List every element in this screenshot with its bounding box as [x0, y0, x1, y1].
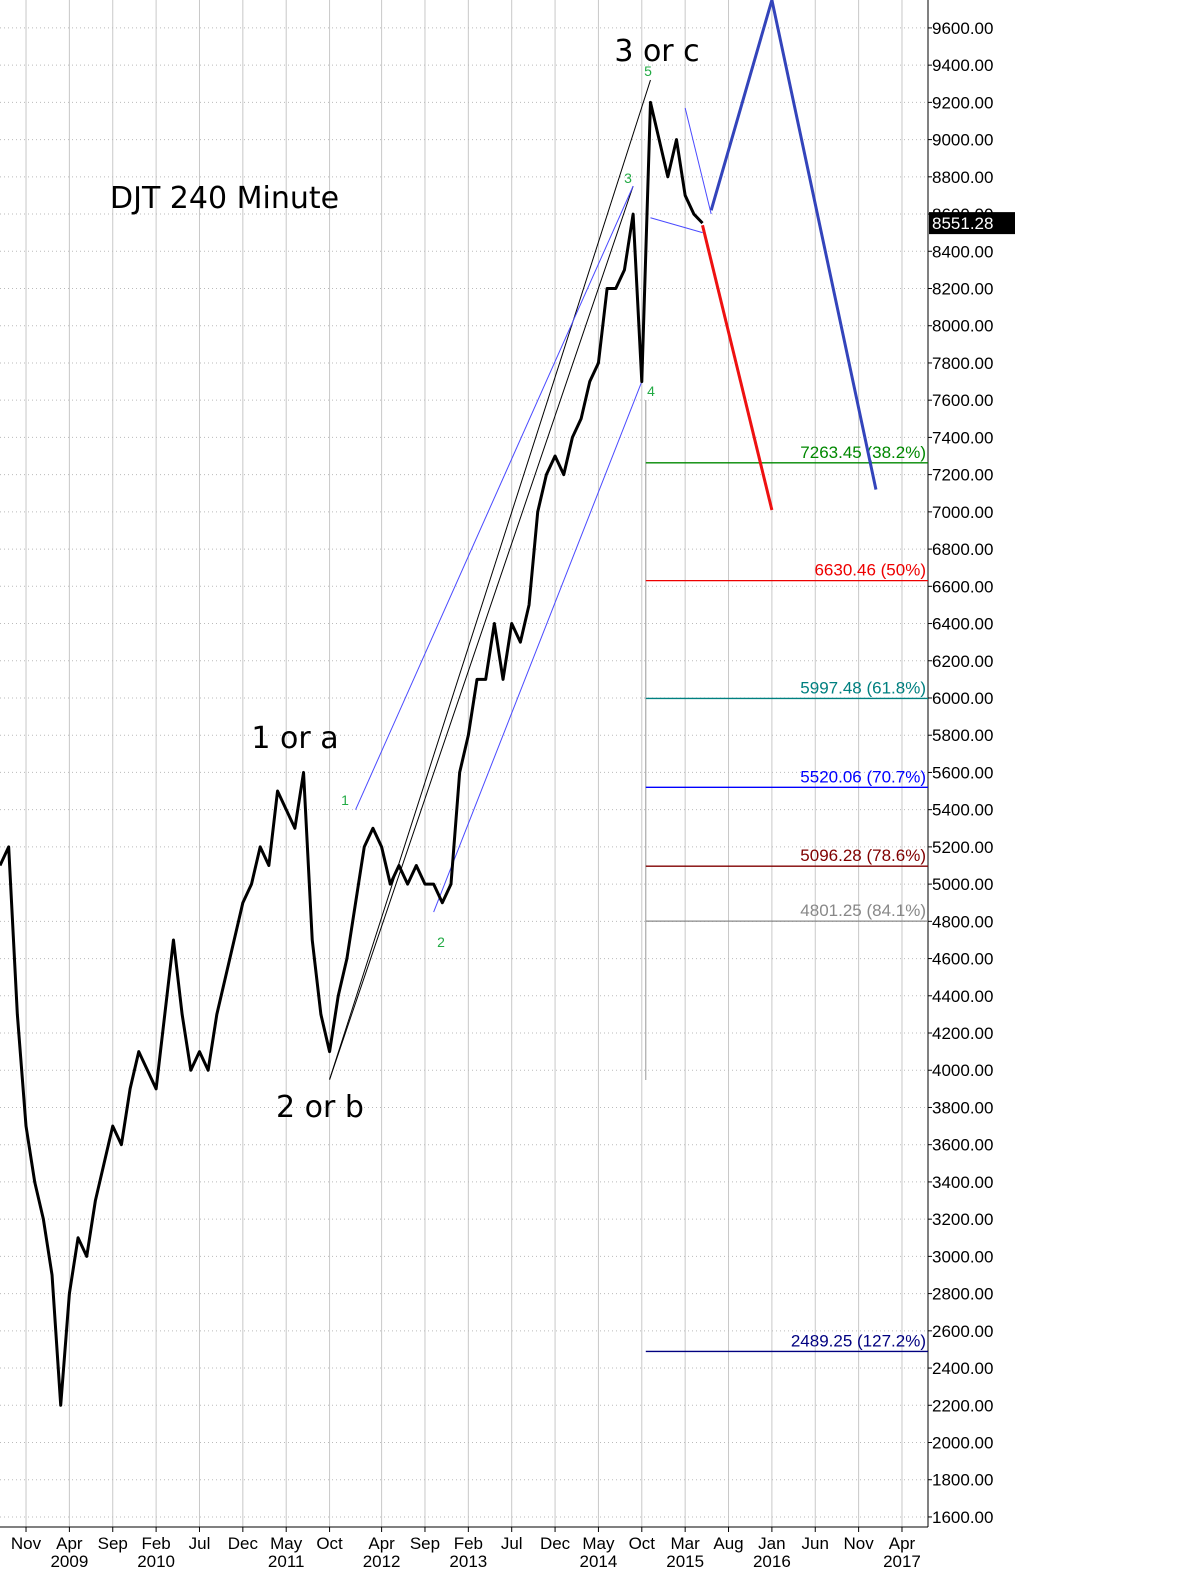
chart-title: DJT 240 Minute	[110, 181, 339, 216]
x-tick-label: Jun	[802, 1534, 829, 1553]
y-tick-label: 2000.00	[932, 1433, 993, 1452]
x-tick-label: Oct	[629, 1534, 656, 1553]
x-tick-label: Apr	[56, 1534, 83, 1553]
x-tick-label: Apr	[368, 1534, 395, 1553]
y-tick-label: 6200.00	[932, 652, 993, 671]
y-tick-label: 6800.00	[932, 540, 993, 559]
annotation: 3 or c	[614, 34, 699, 69]
y-tick-label: 9200.00	[932, 93, 993, 112]
x-tick-label: Sep	[98, 1534, 128, 1553]
x-tick-label: Dec	[228, 1534, 259, 1553]
x-tick-label: Mar	[671, 1534, 701, 1553]
x-tick-label: Nov	[843, 1534, 874, 1553]
year-label: 2017	[883, 1552, 921, 1571]
y-tick-label: 2800.00	[932, 1285, 993, 1304]
y-tick-label: 8200.00	[932, 279, 993, 298]
x-tick-label: Jul	[501, 1534, 523, 1553]
x-tick-label: Sep	[410, 1534, 440, 1553]
x-tick-label: Apr	[889, 1534, 916, 1553]
price-line	[0, 100, 704, 1407]
last-price-label: 8551.28	[932, 214, 993, 233]
fib-label: 5096.28 (78.6%)	[800, 846, 926, 865]
trendline	[650, 217, 703, 234]
annotation: 1 or a	[251, 721, 338, 756]
trendline	[329, 79, 651, 1080]
y-tick-label: 9000.00	[932, 131, 993, 150]
y-tick-label: 2600.00	[932, 1322, 993, 1341]
x-tick-label: Dec	[540, 1534, 571, 1553]
projection	[709, 0, 878, 490]
y-tick-label: 5200.00	[932, 838, 993, 857]
y-tick-label: 6400.00	[932, 615, 993, 634]
y-tick-label: 8400.00	[932, 242, 993, 261]
annotation: 2 or b	[276, 1090, 364, 1125]
year-label: 2014	[580, 1552, 618, 1571]
x-tick-label: Jul	[189, 1534, 211, 1553]
y-tick-label: 2400.00	[932, 1359, 993, 1378]
fib-label: 4801.25 (84.1%)	[800, 901, 926, 920]
y-tick-label: 5800.00	[932, 726, 993, 745]
y-tick-label: 7000.00	[932, 503, 993, 522]
y-tick-label: 1800.00	[932, 1471, 993, 1490]
trendline	[355, 185, 634, 810]
fib-label: 5520.06 (70.7%)	[800, 767, 926, 786]
y-tick-label: 1600.00	[932, 1508, 993, 1527]
wave-label: 2	[437, 934, 445, 950]
y-tick-label: 7200.00	[932, 466, 993, 485]
fib-label: 2489.25 (127.2%)	[791, 1331, 926, 1350]
wave-label: 5	[644, 63, 652, 79]
year-label: 2016	[753, 1552, 791, 1571]
year-label: 2010	[137, 1552, 175, 1571]
y-tick-label: 9400.00	[932, 56, 993, 75]
y-tick-label: 6000.00	[932, 689, 993, 708]
fib-label: 7263.45 (38.2%)	[800, 443, 926, 462]
x-tick-label: Feb	[141, 1534, 170, 1553]
y-tick-label: 7800.00	[932, 354, 993, 373]
trendline	[329, 185, 634, 1080]
year-label: 2012	[363, 1552, 401, 1571]
y-tick-label: 5400.00	[932, 801, 993, 820]
year-label: 2009	[50, 1552, 88, 1571]
y-tick-label: 4600.00	[932, 950, 993, 969]
x-tick-label: Feb	[454, 1534, 483, 1553]
y-tick-label: 7600.00	[932, 391, 993, 410]
y-tick-label: 3000.00	[932, 1247, 993, 1266]
year-label: 2011	[268, 1552, 305, 1571]
y-tick-label: 3600.00	[932, 1136, 993, 1155]
last-price-box	[929, 212, 1015, 235]
y-tick-label: 5600.00	[932, 763, 993, 782]
year-label: 2013	[449, 1552, 487, 1571]
x-tick-label: Aug	[713, 1534, 743, 1553]
x-tick-label: Jan	[758, 1534, 785, 1553]
y-tick-label: 3800.00	[932, 1098, 993, 1117]
x-tick-label: May	[582, 1534, 615, 1553]
x-tick-label: Nov	[11, 1534, 42, 1553]
y-tick-label: 2200.00	[932, 1396, 993, 1415]
y-tick-label: 4200.00	[932, 1024, 993, 1043]
y-tick-label: 4400.00	[932, 987, 993, 1006]
y-tick-label: 6600.00	[932, 577, 993, 596]
fib-label: 6630.46 (50%)	[814, 561, 926, 580]
x-tick-label: Oct	[316, 1534, 343, 1553]
fib-label: 5997.48 (61.8%)	[800, 678, 926, 697]
y-tick-label: 3200.00	[932, 1210, 993, 1229]
y-tick-label: 9600.00	[932, 19, 993, 38]
x-tick-label: May	[270, 1534, 303, 1553]
y-tick-label: 5000.00	[932, 875, 993, 894]
y-tick-label: 8000.00	[932, 317, 993, 336]
projection	[701, 224, 774, 511]
y-tick-label: 4800.00	[932, 912, 993, 931]
y-tick-label: 3400.00	[932, 1173, 993, 1192]
y-tick-label: 4000.00	[932, 1061, 993, 1080]
wave-label: 4	[647, 383, 655, 399]
trendline	[433, 381, 643, 913]
year-label: 2015	[666, 1552, 704, 1571]
y-tick-label: 8800.00	[932, 168, 993, 187]
trendline	[684, 107, 712, 215]
wave-label: 1	[341, 792, 349, 808]
wave-label: 3	[624, 170, 632, 186]
y-tick-label: 7400.00	[932, 428, 993, 447]
